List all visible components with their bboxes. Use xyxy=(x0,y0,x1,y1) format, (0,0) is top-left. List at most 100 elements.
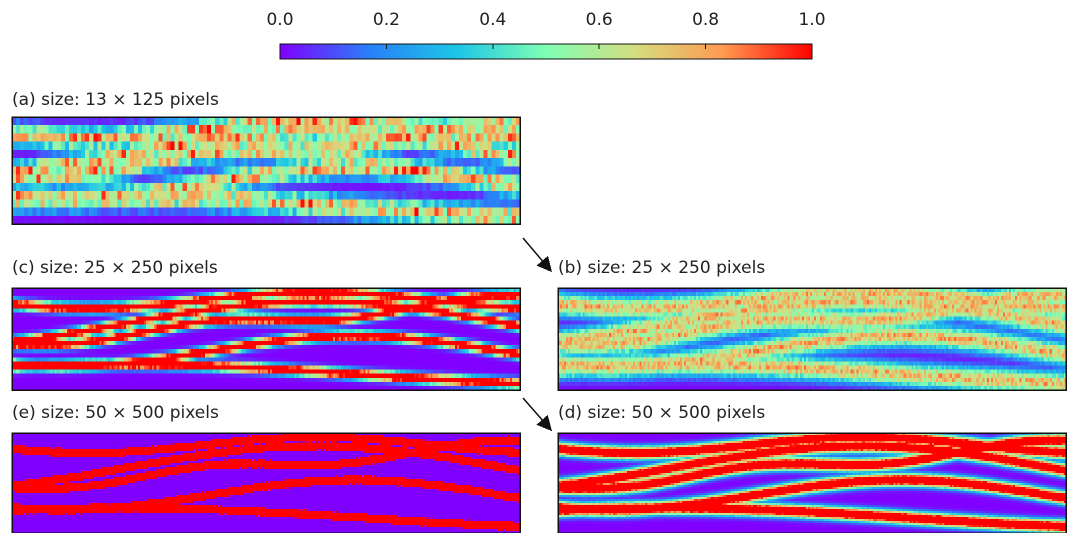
pixel xyxy=(200,361,204,366)
pixel xyxy=(361,324,364,330)
pixel xyxy=(440,288,444,293)
pixel xyxy=(359,328,362,334)
pixel xyxy=(148,308,151,313)
pixel xyxy=(434,332,437,338)
pixel xyxy=(36,174,41,184)
pixel xyxy=(93,316,96,321)
pixel xyxy=(156,369,159,374)
pixel xyxy=(105,174,110,184)
pixel xyxy=(14,349,17,354)
pixel xyxy=(93,308,96,313)
pixel xyxy=(263,296,267,301)
pixel xyxy=(396,365,399,370)
pixel xyxy=(300,149,305,159)
pixel xyxy=(203,207,208,217)
pixel xyxy=(442,199,448,208)
pixel xyxy=(349,369,352,374)
pixel xyxy=(385,207,391,217)
pixel xyxy=(452,373,456,379)
pixel xyxy=(389,158,395,167)
pixel xyxy=(127,312,131,317)
pixel xyxy=(198,149,204,159)
pixel xyxy=(154,365,157,370)
pixel xyxy=(146,353,149,358)
pixel xyxy=(426,328,429,334)
pixel xyxy=(414,312,417,317)
pixel xyxy=(105,149,110,159)
pixel xyxy=(56,357,60,362)
pixel xyxy=(223,373,226,379)
pixel xyxy=(54,353,60,358)
pixel xyxy=(306,296,309,301)
pixel xyxy=(158,336,161,342)
pixel xyxy=(292,191,297,200)
pixel xyxy=(491,191,496,200)
pixel xyxy=(60,353,66,358)
pixel xyxy=(97,191,102,200)
pixel xyxy=(371,336,374,342)
pixel xyxy=(320,199,326,208)
pixel xyxy=(497,328,500,334)
pixel xyxy=(44,369,47,374)
pixel xyxy=(481,357,484,362)
pixel xyxy=(203,361,206,366)
pixel xyxy=(186,332,190,338)
pixel xyxy=(48,296,51,301)
pixel xyxy=(231,341,234,346)
pixel xyxy=(487,300,490,305)
pixel xyxy=(243,300,246,305)
pixel xyxy=(487,320,517,326)
pixel xyxy=(467,182,472,192)
pixel xyxy=(306,304,309,309)
pixel xyxy=(454,166,460,175)
pixel xyxy=(337,215,342,225)
pixel xyxy=(48,158,53,167)
pixel xyxy=(347,304,350,309)
pixel xyxy=(416,341,419,346)
pixel xyxy=(129,191,135,200)
pixel xyxy=(515,345,519,350)
pixel xyxy=(442,125,448,134)
pixel xyxy=(503,199,509,208)
pixel xyxy=(454,191,460,200)
pixel xyxy=(487,166,492,175)
pixel xyxy=(133,353,137,358)
pixel xyxy=(259,320,263,326)
pixel xyxy=(215,199,220,208)
pixel xyxy=(32,369,35,374)
pixel xyxy=(314,361,318,366)
pixel xyxy=(200,357,204,362)
pixel xyxy=(117,133,123,142)
pixel xyxy=(219,300,222,305)
pixel xyxy=(377,369,381,374)
pixel xyxy=(274,288,277,293)
pixel xyxy=(402,292,405,297)
pixel xyxy=(308,365,312,370)
pixel xyxy=(42,357,45,362)
pixel xyxy=(312,125,318,134)
pixel xyxy=(316,288,332,293)
pixel xyxy=(221,300,224,305)
pixel xyxy=(64,320,68,326)
pixel xyxy=(280,288,283,293)
pixel xyxy=(196,357,200,362)
pixel xyxy=(89,215,94,225)
pixel xyxy=(146,300,149,305)
pixel xyxy=(389,300,393,305)
pixel xyxy=(306,328,309,334)
pixel xyxy=(74,328,98,334)
pixel xyxy=(184,373,188,379)
pixel xyxy=(83,304,86,309)
pixel xyxy=(182,117,188,126)
pixel xyxy=(227,149,232,159)
pixel xyxy=(365,199,370,208)
pixel xyxy=(54,312,60,317)
pixel xyxy=(14,336,53,342)
pixel xyxy=(324,324,328,330)
pixel xyxy=(103,300,106,305)
pixel xyxy=(515,308,521,313)
pixel xyxy=(353,141,358,151)
pixel xyxy=(85,296,88,301)
pixel xyxy=(56,207,62,217)
pixel xyxy=(135,308,139,313)
